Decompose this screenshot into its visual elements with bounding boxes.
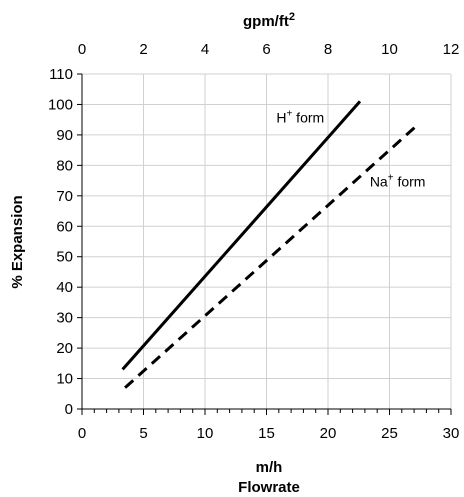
x-tick-label: 15 — [258, 425, 275, 442]
series-label-0: H+ form — [276, 109, 324, 126]
x-axis-title: m/h — [256, 459, 283, 476]
grid — [82, 73, 452, 409]
series-label-base: Na — [370, 174, 388, 190]
x-tick-label: 30 — [443, 425, 460, 442]
y-tick-label: 100 — [48, 96, 73, 113]
x2-tick-label: 4 — [201, 41, 209, 58]
y-tick-label: 30 — [56, 310, 73, 327]
series-line-0 — [121, 100, 362, 371]
series-label-base: H — [276, 110, 286, 126]
x2-axis-title: gpm/ft2 — [243, 11, 295, 30]
x-axis-subtitle: Flowrate — [238, 479, 300, 496]
series-line-1 — [124, 124, 418, 389]
axes: 0 10 20 30 40 50 60 70 80 90 100 110 0 5 10 15 20 25 30 0 2 4… — [48, 41, 459, 442]
y-tick-label: 50 — [56, 249, 73, 266]
series-label-sup: + — [286, 109, 292, 120]
y-tick-label: 20 — [56, 340, 73, 357]
x2-axis-title-sup: 2 — [289, 11, 295, 23]
y-tick-label: 90 — [56, 127, 73, 144]
x-tick-label: 5 — [139, 425, 147, 442]
y-tick-label: 80 — [56, 157, 73, 174]
x2-axis-title-base: gpm/ft — [243, 13, 289, 30]
series — [121, 100, 418, 389]
series-label-1: Na+ form — [370, 173, 426, 190]
x-tick-label: 25 — [381, 425, 398, 442]
x2-tick-label: 8 — [324, 41, 332, 58]
x2-tick-label: 2 — [139, 41, 147, 58]
x-tick-label: 10 — [197, 425, 214, 442]
y-tick-label: 10 — [56, 371, 73, 388]
y-tick-label: 0 — [65, 401, 73, 418]
series-label-rest: form — [292, 110, 324, 126]
x2-tick-label: 0 — [78, 41, 86, 58]
y-tick-label: 110 — [49, 66, 73, 83]
x-tick-label: 0 — [78, 425, 86, 442]
series-label-sup: + — [388, 173, 394, 184]
y-tick-label: 70 — [56, 188, 73, 205]
y-axis-title: % Expansion — [9, 195, 26, 288]
x2-tick-label: 12 — [443, 41, 460, 58]
x2-tick-label: 10 — [381, 41, 398, 58]
x-tick-label: 20 — [320, 425, 337, 442]
y-tick-label: 40 — [56, 279, 73, 296]
series-label-rest: form — [394, 174, 426, 190]
y-tick-label: 60 — [56, 218, 73, 235]
x2-tick-label: 6 — [262, 41, 270, 58]
